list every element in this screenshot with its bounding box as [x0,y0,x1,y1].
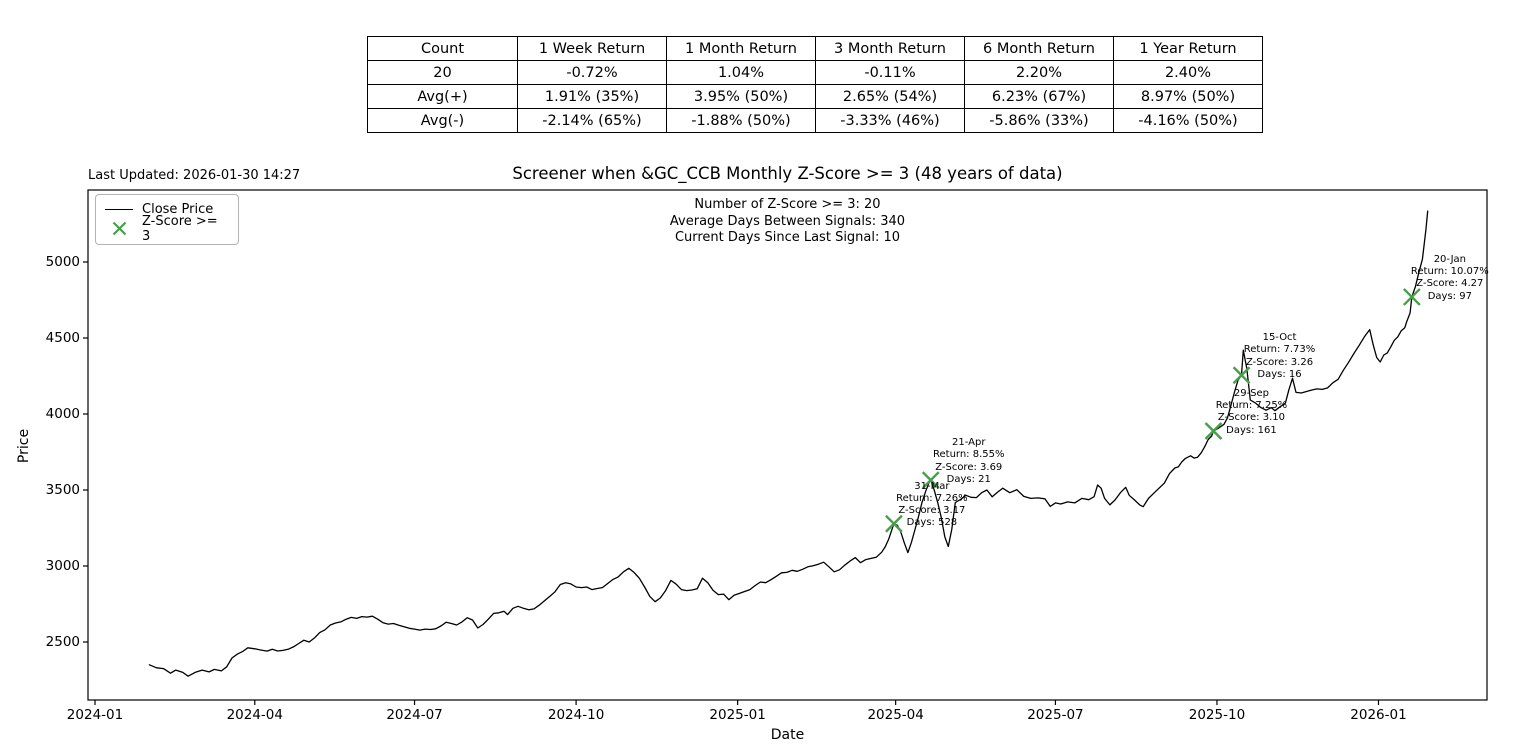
plot-border [87,189,1488,701]
x-tick-label: 2024-01 [66,707,124,723]
signal-marker-icon [1232,366,1251,385]
signal-stats-annotation: Number of Z-Score >= 3: 20 Average Days … [88,197,1487,247]
table-row-2: Avg(-) -2.14% (65%) -1.88% (50%) -3.33% (46… [367,108,1263,133]
close-price-line [148,210,1429,677]
signal-annotation-line: Return: 7.26% [896,492,968,504]
table-row-2-cell: Avg(-) [367,108,518,133]
y-tick-label: 5000 [45,254,80,270]
signal-annotation-line: Return: 10.07% [1410,266,1489,278]
signal-annotation-line: Z-Score: 3.10 [1217,412,1285,424]
signal-annotation-line: Days: 161 [1226,424,1277,436]
table-header-row-cell: 1 Year Return [1113,36,1263,61]
signal-annotation-line: Z-Score: 3.17 [898,505,966,517]
x-tick-label: 2024-04 [226,707,283,723]
stats-line-days-since: Current Days Since Last Signal: 10 [674,230,901,245]
signal-marker-icon [1403,288,1421,306]
signal-annotation-line: Z-Score: 3.26 [1245,356,1314,368]
legend-label: Z-Score >= 3 [142,213,218,244]
x-tick-label: 2024-07 [386,707,443,723]
table-row-2-cell: -3.33% (46%) [815,108,965,133]
table-row-0: 20 -0.72% 1.04% -0.11% 2.20% 2.40% [367,60,1263,85]
close-price-line-icon [104,209,134,210]
x-tick-label: 2025-04 [867,707,924,723]
legend-entry-zscore-signal: Z-Score >= 3 [104,214,230,244]
stats-line-avg-days: Average Days Between Signals: 340 [669,213,906,229]
signal-annotation-line: 15-Oct [1262,332,1297,344]
chart-legend: Close Price Z-Score >= 3 [95,194,239,245]
signal-annotation-line: Return: 7.25% [1215,400,1288,412]
signal-annotation: 21-Apr Return: 8.55% Z-Score: 3.69 Days: 21 [913,437,1025,486]
signal-annotation-line: Return: 8.55% [933,449,1005,461]
x-tick-label: 2025-01 [709,707,766,723]
signal-annotation-line: Z-Score: 3.69 [935,461,1003,473]
table-row-0-cell: 2.40% [1113,60,1263,85]
table-header-row-cell: Count [367,36,518,61]
table-row-1-cell: 2.65% (54%) [815,84,965,109]
x-tick-label: 2025-10 [1188,707,1246,723]
table-row-2-cell: -4.16% (50%) [1113,108,1263,133]
signal-annotation: 31-Mar Return: 7.26% Z-Score: 3.17 Days: 52… [876,481,988,530]
signal-annotation-line: Z-Score: 4.27 [1416,278,1484,290]
signal-marker-icon [885,514,903,533]
table-row-0-cell: 20 [367,60,518,85]
table-row-0-cell: 2.20% [964,60,1114,85]
x-tick-label: 2024-10 [547,707,605,723]
signal-annotation-line: 20-Jan [1433,253,1466,265]
table-row-1-cell: Avg(+) [367,84,518,109]
signal-annotation-line: Days: 21 [946,473,991,485]
signal-marker-icon [1204,422,1223,440]
x-marker-icon [104,220,134,237]
table-header-row-cell: 3 Month Return [815,36,965,61]
y-tick-label: 4000 [45,406,80,422]
signal-annotation-line: Return: 7.73% [1243,344,1316,356]
legend-entry-close-price: Close Price [104,200,230,219]
table-row-0-cell: -0.72% [517,60,667,85]
table-header-row-cell: 1 Week Return [517,36,667,61]
table-header-row: Count 1 Week Return 1 Month Return 3 Month … [367,36,1263,61]
table-row-0-cell: -0.11% [815,60,965,85]
signal-annotation-line: 29-Sep [1233,388,1270,400]
signal-annotation-line: 21-Apr [952,437,986,449]
signal-marker-icon [921,471,940,489]
signal-annotation-line: Days: 16 [1257,368,1302,380]
last-updated-text: Last Updated: 2026-01-30 14:27 [88,168,301,183]
returns-summary-table: Count 1 Week Return 1 Month Return 3 Month … [367,36,1263,133]
y-tick-label: 3500 [45,482,80,498]
signal-annotation: 29-Sep Return: 7.25% Z-Score: 3.10 Days: 16… [1195,388,1307,437]
signal-annotation-line: 31-Mar [914,480,950,492]
signal-annotation: 15-Oct Return: 7.73% Z-Score: 3.26 Days: 16 [1224,332,1336,381]
table-row-1-cell: 3.95% (50%) [666,84,816,109]
chart-title: Screener when &GC_CCB Monthly Z-Score >=… [512,164,1063,183]
table-row-1-cell: 6.23% (67%) [964,84,1114,109]
signal-annotation-line: Days: 528 [906,517,958,529]
signal-annotation: 20-Jan Return: 10.07% Z-Score: 4.27 Days: 9… [1394,254,1506,303]
y-tick-label: 4500 [45,330,80,346]
table-row-2-cell: -1.88% (50%) [666,108,816,133]
x-tick-label: 2026-01 [1350,707,1407,723]
table-row-1: Avg(+) 1.91% (35%) 3.95% (50%) 2.65% (54%) 6… [367,84,1263,109]
stats-line-count: Number of Z-Score >= 3: 20 [694,197,881,212]
signal-annotation-line: Days: 97 [1427,290,1472,302]
table-row-2-cell: -2.14% (65%) [517,108,667,133]
x-axis-label: Date [770,727,805,743]
y-tick-label: 3000 [45,558,80,574]
table-row-0-cell: 1.04% [666,60,816,85]
table-row-1-cell: 1.91% (35%) [517,84,667,109]
x-tick-label: 2025-07 [1027,707,1084,723]
legend-label: Close Price [142,202,214,217]
y-tick-label: 2500 [45,634,80,650]
